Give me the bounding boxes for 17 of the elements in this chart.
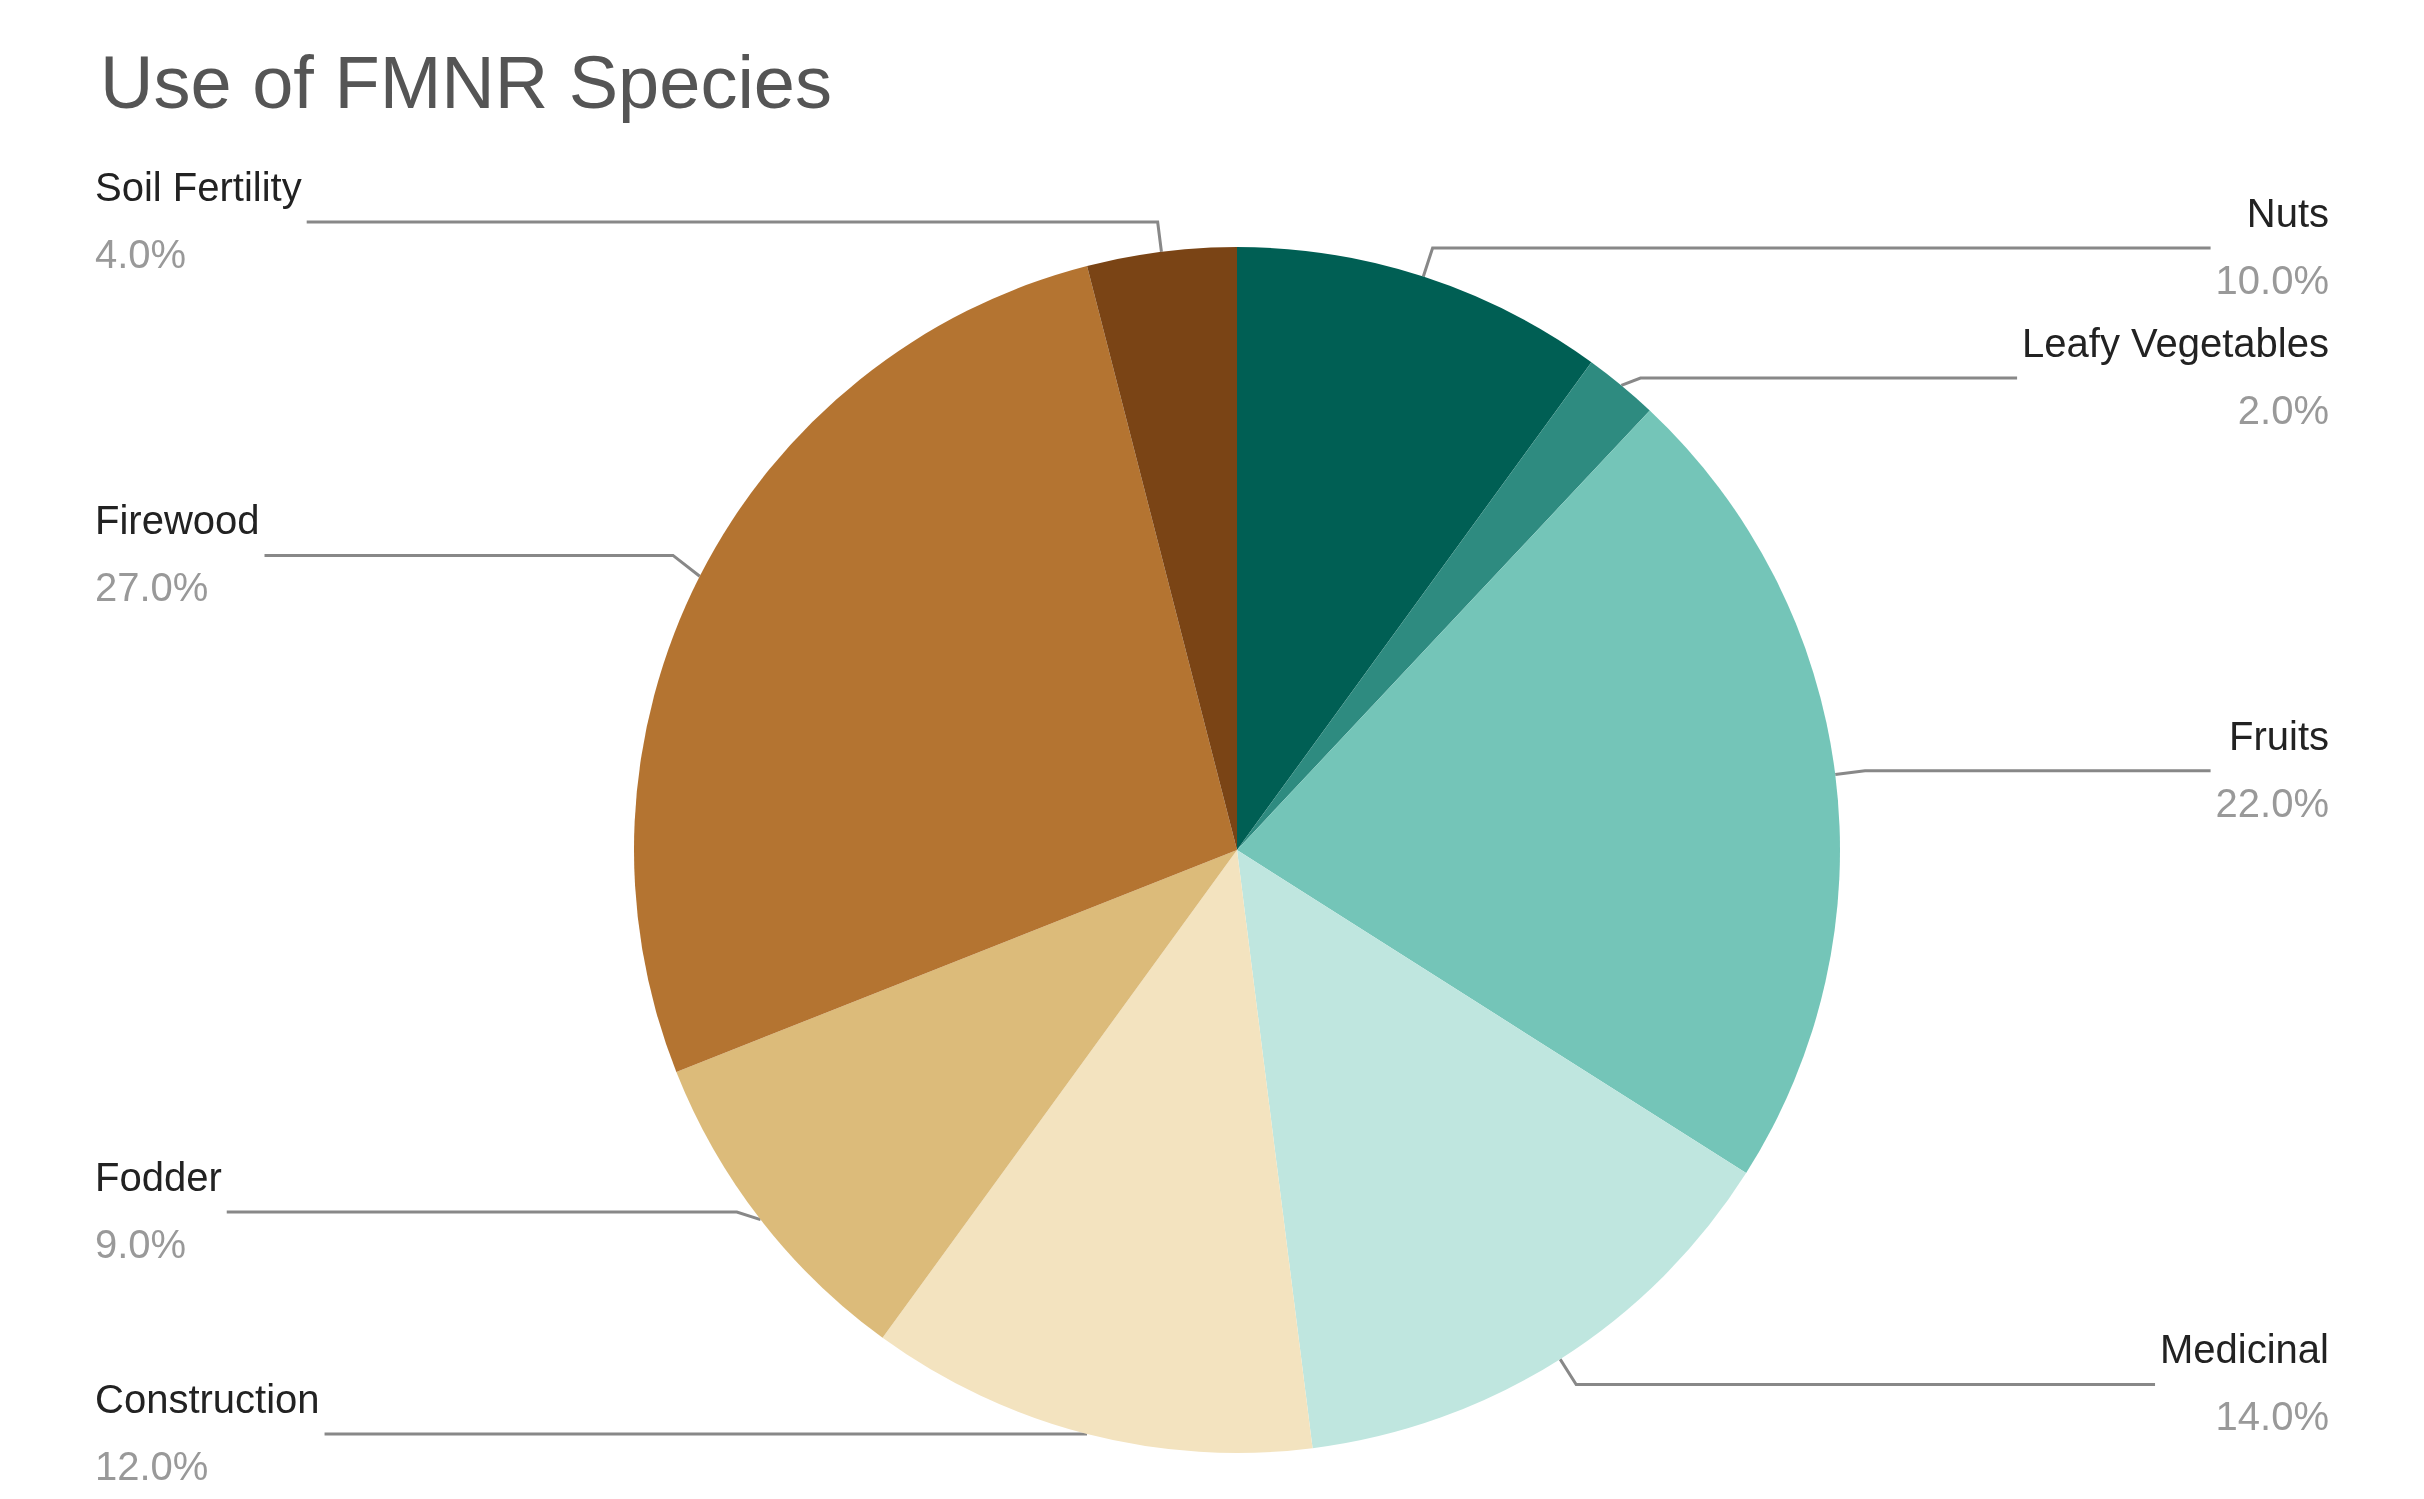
data-label: 2.0% <box>2237 387 2329 432</box>
data-label: 9.0% <box>95 1222 187 1267</box>
slice-label: Soil Fertility <box>95 164 302 209</box>
slice-label: Medicinal <box>2160 1327 2329 1372</box>
data-label: 4.0% <box>95 231 187 276</box>
slice-label: Fodder <box>95 1155 222 1200</box>
slice-label: Nuts <box>2246 190 2329 235</box>
slice-label: Leafy Vegetables <box>2022 320 2329 365</box>
data-label: 27.0% <box>95 565 209 610</box>
slice-label: Fruits <box>2229 713 2329 758</box>
data-label: 12.0% <box>95 1444 209 1488</box>
data-label: 14.0% <box>2215 1394 2329 1439</box>
data-label: 22.0% <box>2215 780 2329 825</box>
data-label: 10.0% <box>2215 257 2329 302</box>
slice-label: Firewood <box>95 498 260 543</box>
chart-title: Use of FMNR Species <box>100 40 832 124</box>
slice-label: Construction <box>95 1377 320 1421</box>
